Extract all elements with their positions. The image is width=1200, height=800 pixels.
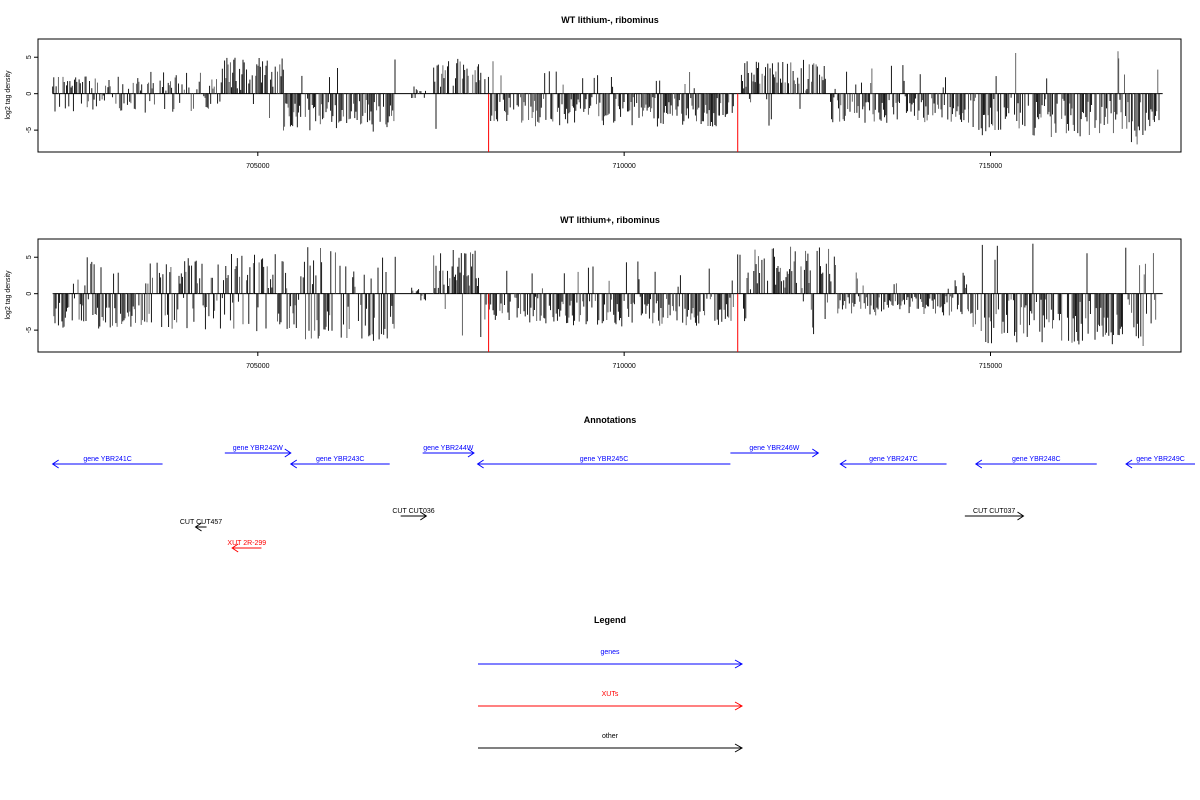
feature-label: gene YBR247C <box>869 456 918 463</box>
feature-arrow-head <box>1125 459 1133 469</box>
y-tick-label: -5 <box>26 327 33 333</box>
feature-arrow-head <box>839 459 847 469</box>
annotation-feature: gene YBR243C <box>289 456 390 469</box>
bar-group <box>52 51 1163 152</box>
feature-label: XUT 2R-299 <box>227 540 266 547</box>
feature-arrow-head <box>51 459 59 469</box>
legend-item: XUTs <box>478 691 744 711</box>
legend-label: genes <box>600 649 620 656</box>
legend-arrow-head <box>734 701 744 711</box>
annotation-feature: gene YBR245C <box>476 456 731 469</box>
legend-arrow-head <box>734 743 744 753</box>
feature-label: gene YBR243C <box>316 456 365 463</box>
feature-label: gene YBR246W <box>749 445 799 452</box>
annotation-feature: gene YBR246W <box>730 445 820 458</box>
y-tick-label: 5 <box>26 255 33 259</box>
feature-label: gene YBR242W <box>233 445 283 452</box>
feature-arrow-head <box>284 448 292 458</box>
legend-item: genes <box>478 649 744 669</box>
plot-frame <box>37 238 1182 353</box>
feature-label: CUT CUT037 <box>973 508 1015 515</box>
y-tick-label: 5 <box>26 55 33 59</box>
feature-arrow-head <box>1017 511 1025 521</box>
y-tick-label: -5 <box>26 127 33 133</box>
legend-label: XUTs <box>602 691 619 698</box>
legend-item: other <box>478 733 744 753</box>
annotation-feature: gene YBR241C <box>51 456 163 469</box>
track-panel-lithium-plus: WT lithium+, ribominus log2 tag density … <box>5 215 1182 370</box>
x-tick-label: 710000 <box>612 363 635 370</box>
axis-group: 705000 710000 715000 5 0 -5 <box>26 55 1002 170</box>
feature-arrow-head <box>420 511 428 521</box>
feature-label: gene YBR245C <box>580 456 629 463</box>
annotation-feature: XUT 2R-299 <box>227 540 266 553</box>
y-tick-label: 0 <box>26 92 33 96</box>
legend-items: genes XUTs other <box>478 649 744 753</box>
annotation-feature: gene YBR242W <box>224 445 292 458</box>
panel-title: WT lithium-, ribominus <box>561 15 659 25</box>
annotation-feature: CUT CUT457 <box>180 519 222 532</box>
annotation-feature: gene YBR247C <box>839 456 947 469</box>
feature-label: gene YBR249C <box>1136 456 1185 463</box>
feature-arrow-head <box>289 459 298 469</box>
axis-group: 705000 710000 715000 5 0 -5 <box>26 255 1002 370</box>
annotation-feature: gene YBR249C <box>1125 456 1195 469</box>
feature-label: gene YBR248C <box>1012 456 1061 463</box>
y-tick-label: 0 <box>26 292 33 296</box>
annotations-title: Annotations <box>584 415 637 425</box>
x-tick-label: 715000 <box>979 163 1002 170</box>
feature-arrow-head <box>974 459 983 469</box>
feature-label: gene YBR244W <box>423 445 473 452</box>
legend-panel: Legend genes XUTs other <box>478 615 744 753</box>
feature-label: CUT CUT036 <box>392 508 434 515</box>
feature-arrow-head <box>231 543 239 553</box>
x-tick-label: 705000 <box>246 163 269 170</box>
x-tick-label: 710000 <box>612 163 635 170</box>
annotation-feature: CUT CUT036 <box>392 508 435 521</box>
legend-title: Legend <box>594 615 626 625</box>
feature-group: gene YBR241C gene YBR242W gene YBR243C gene… <box>51 445 1195 553</box>
panel-title: WT lithium+, ribominus <box>560 215 660 225</box>
feature-arrow-head <box>476 459 484 469</box>
y-axis-label: log2 tag density <box>5 70 12 120</box>
annotation-feature: gene YBR248C <box>974 456 1097 469</box>
legend-label: other <box>602 733 619 740</box>
feature-arrow-head <box>467 448 475 458</box>
feature-arrow-head <box>812 448 820 458</box>
plot-frame <box>37 38 1182 153</box>
x-tick-label: 705000 <box>246 363 269 370</box>
bar-group <box>52 243 1163 352</box>
y-axis-label: log2 tag density <box>5 270 12 320</box>
annotation-feature: gene YBR244W <box>422 445 475 458</box>
track-panel-lithium-minus: WT lithium-, ribominus log2 tag density … <box>5 15 1182 170</box>
feature-label: CUT CUT457 <box>180 519 222 526</box>
x-tick-label: 715000 <box>979 363 1002 370</box>
legend-arrow-head <box>734 659 744 669</box>
annotation-feature: CUT CUT037 <box>964 508 1025 521</box>
feature-label: gene YBR241C <box>83 456 132 463</box>
feature-arrow-head <box>194 522 202 532</box>
